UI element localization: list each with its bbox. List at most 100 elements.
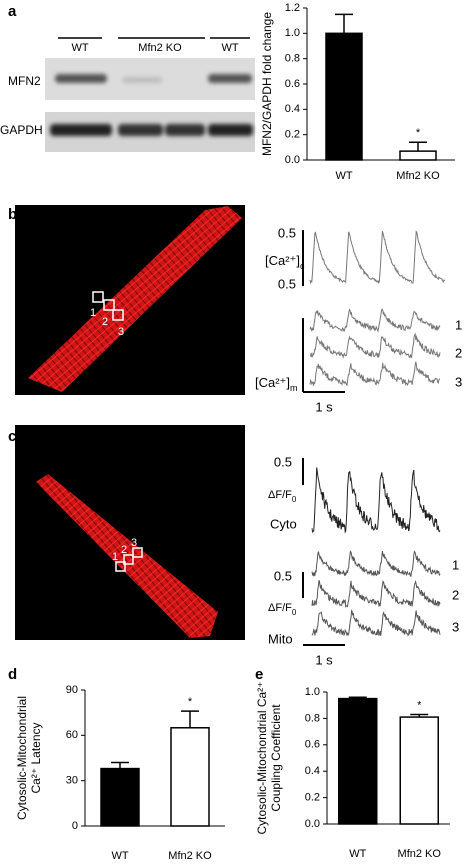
label-sub: c xyxy=(300,261,305,271)
panel-letter: b xyxy=(8,206,17,223)
panel-letter: a xyxy=(8,3,17,20)
label: 3 xyxy=(455,374,462,389)
error-bar xyxy=(348,696,367,699)
annotation: * xyxy=(417,699,422,711)
y-tick-label: 90 xyxy=(66,684,78,696)
scale-bars xyxy=(302,230,345,646)
label: 1 s xyxy=(315,399,333,414)
label: 0.5 xyxy=(274,568,292,583)
roi-label: 1 xyxy=(90,307,96,319)
y-tick-label: 0.8 xyxy=(285,53,300,65)
label: Cyto xyxy=(270,516,297,531)
label: 0.5 xyxy=(274,454,292,469)
row-label: GAPDH xyxy=(0,123,43,137)
mito-trace xyxy=(311,609,441,637)
panel-letter: d xyxy=(8,666,17,683)
label-main: ΔF/F xyxy=(268,489,292,501)
panel-letter: c xyxy=(8,428,16,445)
label: Mito xyxy=(268,631,293,646)
y-tick-label: 0.6 xyxy=(305,739,320,751)
label-sub: 0 xyxy=(292,495,297,504)
mito-trace xyxy=(309,332,441,360)
y-tick-label: 60 xyxy=(66,729,78,741)
annotation: * xyxy=(188,696,193,708)
label: [Ca²⁺]m xyxy=(255,375,298,393)
bar xyxy=(399,150,437,161)
y-tick-label: 0.0 xyxy=(285,154,300,166)
error-bar xyxy=(409,141,427,152)
y-axis-label: MFN2/GAPDH fold change xyxy=(260,12,274,156)
y-axis-label: Coupling Coefficient xyxy=(269,704,283,812)
label: 0.5 xyxy=(278,225,296,240)
annotation: * xyxy=(416,127,421,139)
y-tick-label: 1.0 xyxy=(305,686,320,698)
error-bar xyxy=(335,13,353,34)
y-tick-label: 0.2 xyxy=(305,792,320,804)
bar xyxy=(100,767,140,827)
cell-c xyxy=(36,474,218,638)
label-sub: 0 xyxy=(292,608,297,617)
bar xyxy=(170,727,210,827)
roi-c xyxy=(115,547,143,572)
roi-label: 2 xyxy=(102,316,108,328)
x-tick-label: Mfn2 KO xyxy=(398,848,442,860)
y-tick-label: 1.2 xyxy=(285,2,300,14)
label: 0.5 xyxy=(278,276,296,291)
roi-label: 2 xyxy=(121,544,127,556)
error-bar xyxy=(410,713,429,718)
roi-label: 3 xyxy=(131,537,137,549)
roi-label: 1 xyxy=(112,551,118,563)
mito-trace xyxy=(309,361,441,387)
mito-trace xyxy=(311,550,441,578)
mito-trace xyxy=(309,308,441,333)
label: 1 xyxy=(455,317,462,332)
y-tick-label: 30 xyxy=(66,775,78,787)
error-bar xyxy=(111,761,129,769)
label: 1 s xyxy=(315,652,333,667)
y-tick-label: 0.6 xyxy=(285,78,300,90)
roi-label: 3 xyxy=(118,326,124,338)
panel-letter: e xyxy=(255,666,263,683)
lane-label: WT xyxy=(71,42,88,54)
bar xyxy=(338,697,378,825)
label: ΔF/F0 xyxy=(268,602,297,617)
y-tick-label: 0 xyxy=(72,820,78,832)
row-label: MFN2 xyxy=(8,74,41,88)
label: 3 xyxy=(452,619,459,634)
y-tick-label: 1.0 xyxy=(285,27,300,39)
label: 1 xyxy=(452,557,459,572)
bar xyxy=(399,716,439,825)
label: [Ca²⁺]c xyxy=(265,253,305,271)
lane-label: Mfn2 KO xyxy=(138,42,182,54)
y-axis-label: Cytosolic-Mitochondrial xyxy=(15,696,29,820)
y-axis-label: Ca²⁺ Latency xyxy=(29,722,43,793)
y-tick-label: 0.2 xyxy=(285,129,300,141)
label-main: ΔF/F xyxy=(268,602,292,614)
x-tick-label: WT xyxy=(349,848,366,860)
label: 2 xyxy=(452,587,459,602)
y-tick-label: 0.8 xyxy=(305,712,320,724)
x-tick-label: WT xyxy=(111,850,128,862)
mito-trace xyxy=(311,580,441,608)
western-blot xyxy=(45,37,255,152)
cell-b xyxy=(28,206,242,392)
x-tick-label: Mfn2 KO xyxy=(168,850,212,862)
error-bar xyxy=(181,710,199,728)
cyto-trace xyxy=(311,467,441,534)
y-tick-label: 0.4 xyxy=(305,765,320,777)
label: ΔF/F0 xyxy=(268,489,297,504)
roi-b xyxy=(92,291,124,321)
label-sub: m xyxy=(290,383,298,393)
y-tick-label: 0.4 xyxy=(285,103,300,115)
x-tick-label: WT xyxy=(335,170,352,182)
cyto-trace xyxy=(309,230,446,285)
label-main: [Ca²⁺] xyxy=(265,253,300,268)
label-main: [Ca²⁺] xyxy=(255,375,290,390)
y-tick-label: 0.0 xyxy=(305,818,320,830)
label: 2 xyxy=(455,345,462,360)
y-axis-label: Cytosolic-Mitochondrial Ca²⁺ xyxy=(255,681,269,834)
lane-label: WT xyxy=(221,42,238,54)
bar xyxy=(325,32,363,161)
